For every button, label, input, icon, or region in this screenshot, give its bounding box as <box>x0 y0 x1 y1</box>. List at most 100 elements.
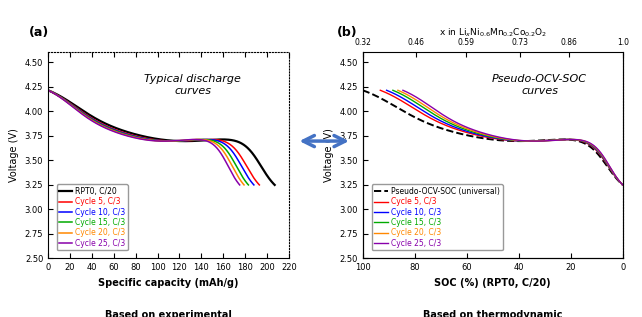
Cycle 20, C/3 <box>496 136 503 140</box>
Cycle 15, C/3 <box>245 183 252 187</box>
Cycle 5, C/3 <box>519 139 527 143</box>
Cycle 20, C/3 <box>94 122 102 126</box>
Cycle 20, C/3 <box>79 112 87 116</box>
Cycle 10, C/3 <box>137 136 145 140</box>
Cycle 5, C/3 <box>559 138 567 141</box>
Cycle 25, C/3 <box>44 88 52 92</box>
Cycle 25, C/3 <box>499 136 507 140</box>
Cycle 25, C/3 <box>131 136 139 140</box>
Cycle 15, C/3 <box>80 112 87 116</box>
Cycle 25, C/3 <box>236 183 243 187</box>
Cycle 20, C/3 <box>175 139 183 143</box>
Cycle 15, C/3 <box>195 138 203 141</box>
Cycle 25, C/3 <box>456 122 464 126</box>
X-axis label: SOC (%) (RPT0, C/20): SOC (%) (RPT0, C/20) <box>435 278 551 288</box>
Cycle 20, C/3 <box>452 122 460 126</box>
Pseudo-OCV-SOC (universal) <box>476 136 484 140</box>
Cycle 10, C/3 <box>250 183 257 187</box>
Cycle 15, C/3 <box>162 139 170 143</box>
Cycle 10, C/3 <box>44 88 52 92</box>
Cycle 25, C/3 <box>528 139 536 143</box>
Cycle 15, C/3 <box>389 88 397 92</box>
Cycle 10, C/3 <box>619 183 627 187</box>
Cycle 25, C/3 <box>564 138 572 141</box>
Cycle 10, C/3 <box>522 139 530 143</box>
Cycle 5, C/3 <box>438 122 446 126</box>
Text: (a): (a) <box>29 26 49 39</box>
Cycle 10, C/3 <box>444 122 451 126</box>
Text: Typical discharge
curves: Typical discharge curves <box>144 74 241 96</box>
Cycle 20, C/3 <box>619 183 627 187</box>
Line: Cycle 25, C/3: Cycle 25, C/3 <box>48 90 239 185</box>
Cycle 20, C/3 <box>434 112 442 116</box>
Cycle 15, C/3 <box>542 139 550 143</box>
Pseudo-OCV-SOC (universal) <box>555 138 562 141</box>
RPT0, C/20 <box>271 183 279 187</box>
RPT0, C/20 <box>44 88 52 92</box>
Cycle 25, C/3 <box>189 138 196 141</box>
X-axis label: x in Li$_x$Ni$_{0.6}$Mn$_{0.2}$Co$_{0.2}$O$_2$: x in Li$_x$Ni$_{0.6}$Mn$_{0.2}$Co$_{0.2}… <box>438 27 547 39</box>
Line: RPT0, C/20: RPT0, C/20 <box>48 90 275 185</box>
Cycle 10, C/3 <box>541 139 548 143</box>
Pseudo-OCV-SOC (universal) <box>405 112 413 116</box>
RPT0, C/20 <box>215 138 223 141</box>
Cycle 15, C/3 <box>44 88 52 92</box>
Line: Cycle 25, C/3: Cycle 25, C/3 <box>403 90 623 185</box>
Cycle 15, C/3 <box>448 122 456 126</box>
Legend: Pseudo-OCV-SOC (universal), Cycle 5, C/3, Cycle 10, C/3, Cycle 15, C/3, Cycle 20: Pseudo-OCV-SOC (universal), Cycle 5, C/3… <box>372 184 503 250</box>
Cycle 25, C/3 <box>94 122 101 126</box>
Cycle 5, C/3 <box>419 112 427 116</box>
Cycle 5, C/3 <box>204 138 211 141</box>
Pseudo-OCV-SOC (universal) <box>426 122 433 126</box>
Cycle 15, C/3 <box>96 122 103 126</box>
Line: Cycle 5, C/3: Cycle 5, C/3 <box>48 90 259 185</box>
Cycle 25, C/3 <box>438 112 446 116</box>
Line: Cycle 20, C/3: Cycle 20, C/3 <box>398 90 623 185</box>
Cycle 5, C/3 <box>140 136 148 140</box>
Text: Based on experimental
conditions: Based on experimental conditions <box>105 310 232 317</box>
Cycle 20, C/3 <box>160 139 168 143</box>
Cycle 25, C/3 <box>78 112 86 116</box>
Cycle 15, C/3 <box>429 112 437 116</box>
Cycle 10, C/3 <box>81 112 89 116</box>
Cycle 5, C/3 <box>539 139 546 143</box>
Pseudo-OCV-SOC (universal) <box>512 139 520 143</box>
Cycle 10, C/3 <box>560 138 568 141</box>
Cycle 15, C/3 <box>619 183 627 187</box>
Line: Cycle 15, C/3: Cycle 15, C/3 <box>393 90 623 185</box>
Pseudo-OCV-SOC (universal) <box>532 139 540 143</box>
Cycle 15, C/3 <box>525 139 532 143</box>
Cycle 10, C/3 <box>182 139 189 143</box>
RPT0, C/20 <box>178 139 186 143</box>
Cycle 15, C/3 <box>562 138 570 141</box>
Cycle 25, C/3 <box>399 88 407 92</box>
Cycle 5, C/3 <box>619 183 627 187</box>
Cycle 10, C/3 <box>424 112 432 116</box>
Cycle 5, C/3 <box>82 112 89 116</box>
Line: Cycle 10, C/3: Cycle 10, C/3 <box>48 90 254 185</box>
Pseudo-OCV-SOC (universal) <box>359 88 367 92</box>
Cycle 10, C/3 <box>383 88 390 92</box>
Cycle 5, C/3 <box>256 183 263 187</box>
Cycle 10, C/3 <box>490 136 498 140</box>
Cycle 25, C/3 <box>157 139 165 143</box>
Line: Cycle 20, C/3: Cycle 20, C/3 <box>48 90 244 185</box>
Cycle 5, C/3 <box>376 88 384 92</box>
Cycle 5, C/3 <box>99 122 107 126</box>
Legend: RPT0, C/20, Cycle 5, C/3, Cycle 10, C/3, Cycle 15, C/3, Cycle 20, C/3, Cycle 25,: RPT0, C/20, Cycle 5, C/3, Cycle 10, C/3,… <box>56 184 128 250</box>
Cycle 15, C/3 <box>493 136 501 140</box>
Cycle 20, C/3 <box>44 88 52 92</box>
Text: Based on thermodynamic
conditions: Based on thermodynamic conditions <box>423 310 562 317</box>
Line: Cycle 15, C/3: Cycle 15, C/3 <box>48 90 248 185</box>
Cycle 10, C/3 <box>97 122 105 126</box>
Cycle 15, C/3 <box>135 136 143 140</box>
Cycle 20, C/3 <box>563 138 571 141</box>
Pseudo-OCV-SOC (universal) <box>619 183 627 187</box>
Cycle 20, C/3 <box>394 88 402 92</box>
Cycle 20, C/3 <box>192 138 200 141</box>
Cycle 25, C/3 <box>619 183 627 187</box>
Cycle 15, C/3 <box>178 139 186 143</box>
Cycle 5, C/3 <box>486 136 494 140</box>
Text: (b): (b) <box>337 26 358 39</box>
Cycle 20, C/3 <box>133 136 141 140</box>
